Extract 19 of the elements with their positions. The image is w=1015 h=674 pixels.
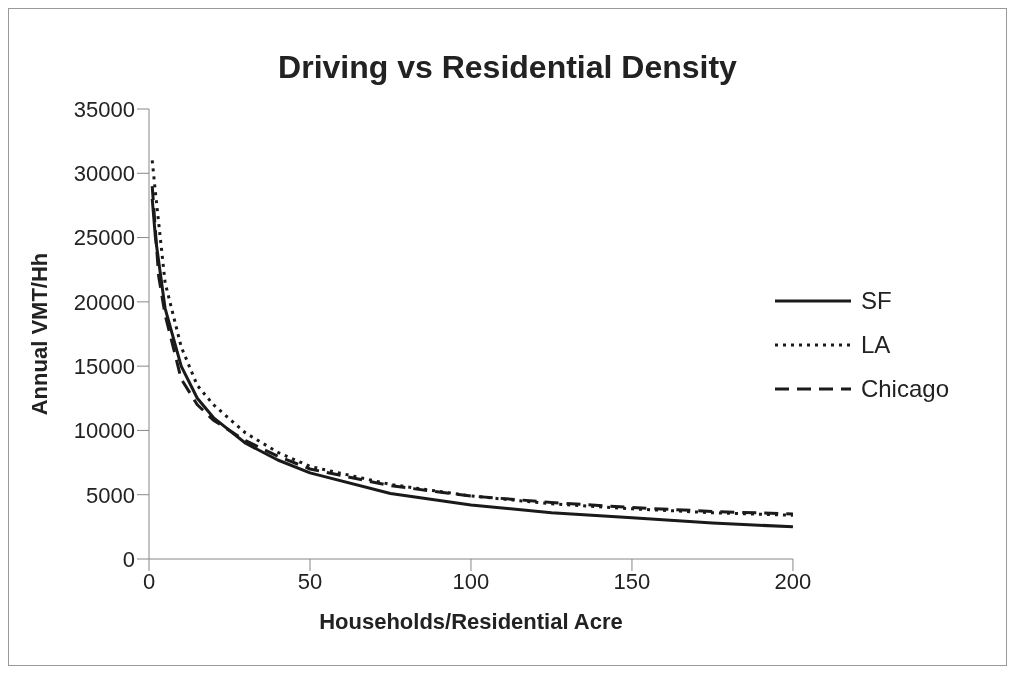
x-tick-label: 100 xyxy=(452,568,490,594)
legend-label: LA xyxy=(860,331,891,359)
y-tick-label: 35000 xyxy=(73,96,135,122)
y-tick-label: 30000 xyxy=(73,161,135,187)
y-axis-title: Annual VMT/Hh xyxy=(26,252,52,416)
x-tick-label: 0 xyxy=(142,568,156,594)
y-tick-label: 10000 xyxy=(73,418,135,444)
y-tick-label: 15000 xyxy=(73,353,135,379)
x-tick-label: 150 xyxy=(613,568,651,594)
x-tick-label: 50 xyxy=(297,568,323,594)
legend-label: Chicago xyxy=(860,375,949,403)
y-tick-label: 20000 xyxy=(73,289,135,315)
y-tick-label: 0 xyxy=(122,546,135,572)
y-tick-label: 5000 xyxy=(86,482,135,508)
x-axis-title: Households/Residential Acre xyxy=(319,609,623,634)
legend-label: SF xyxy=(860,287,892,315)
chart-title: Driving vs Residential Density xyxy=(278,49,737,85)
y-tick-label: 25000 xyxy=(73,225,135,251)
x-tick-label: 200 xyxy=(774,568,812,594)
